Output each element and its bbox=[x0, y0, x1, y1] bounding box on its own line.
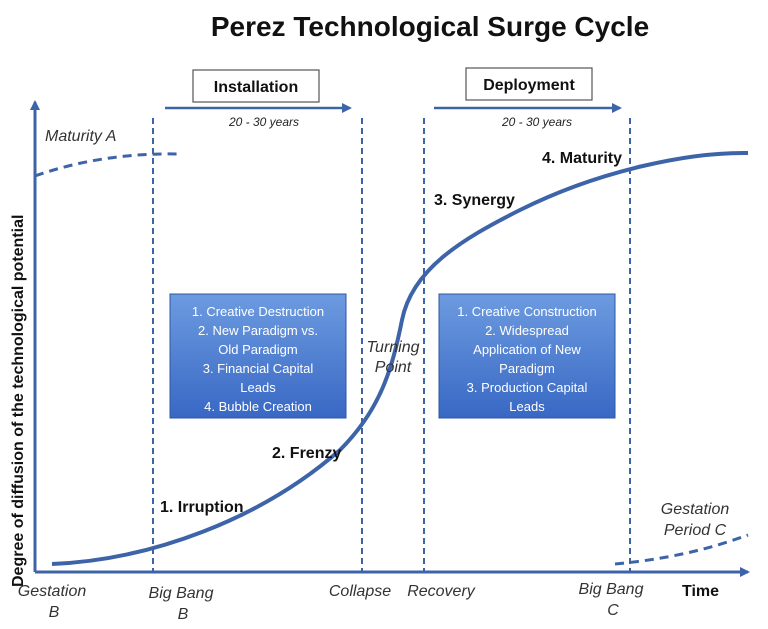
deployment-years: 20 - 30 years bbox=[501, 115, 572, 129]
box-text-line: Old Paradigm bbox=[218, 342, 297, 357]
collapse-label: Collapse bbox=[329, 583, 391, 600]
box-text-line: 3. Production Capital bbox=[467, 380, 588, 395]
box-text-line: 2. Widespread bbox=[485, 323, 569, 338]
box-text-line: Leads bbox=[509, 399, 545, 414]
box-text-line: Leads bbox=[240, 380, 276, 395]
installation-characteristics-box bbox=[169, 293, 347, 419]
y-axis-label: Degree of diffusion of the technological… bbox=[10, 215, 27, 587]
installation-years: 20 - 30 years bbox=[228, 115, 299, 129]
recovery-label: Recovery bbox=[407, 583, 476, 600]
gestation-b-label-line1: Gestation bbox=[18, 583, 87, 600]
box-text-line: Paradigm bbox=[499, 361, 555, 376]
installation-label-box bbox=[192, 69, 320, 103]
turning-point-label-line2: Point bbox=[375, 359, 412, 376]
frenzy-label: 2. Frenzy bbox=[272, 445, 341, 462]
deployment-characteristics-box bbox=[438, 293, 616, 419]
synergy-label: 3. Synergy bbox=[434, 192, 515, 209]
surge-s-curve bbox=[51, 150, 749, 566]
x-axis-label: Time bbox=[682, 583, 719, 600]
box-text-line: 2. New Paradigm vs. bbox=[198, 323, 318, 338]
gestation-c-label-line1: Gestation bbox=[661, 501, 730, 518]
big-bang-c-label-line2: C bbox=[607, 602, 619, 619]
big-bang-b-label-line2: B bbox=[178, 606, 189, 623]
maturity-label: 4. Maturity bbox=[542, 150, 622, 167]
gestation-b-label-line2: B bbox=[49, 604, 60, 621]
installation-characteristics-text: 1. Creative Destruction 2. New Paradigm v… bbox=[192, 304, 324, 414]
deployment-label: Deployment bbox=[483, 77, 575, 94]
turning-point-label-line1: Turning bbox=[366, 339, 419, 356]
box-text-line: Application of New bbox=[473, 342, 581, 357]
maturity-a-curve bbox=[34, 152, 179, 178]
gestation-c-label-line2: Period C bbox=[664, 522, 727, 539]
irruption-label: 1. Irruption bbox=[160, 499, 244, 516]
big-bang-c-label-line1: Big Bang bbox=[579, 581, 644, 598]
deployment-label-box bbox=[465, 67, 593, 101]
box-text-line: 1. Creative Construction bbox=[457, 304, 596, 319]
deployment-characteristics-text: 1. Creative Construction 2. Widespread App… bbox=[457, 304, 596, 414]
big-bang-b-label-line1: Big Bang bbox=[149, 585, 214, 602]
diagram-title: Perez Technological Surge Cycle bbox=[211, 11, 649, 42]
maturity-a-label: Maturity A bbox=[45, 128, 116, 145]
box-text-line: 4. Bubble Creation bbox=[204, 399, 312, 414]
box-text-line: 3. Financial Capital bbox=[203, 361, 314, 376]
installation-label: Installation bbox=[214, 79, 298, 96]
gestation-c-curve bbox=[614, 533, 749, 566]
box-text-line: 1. Creative Destruction bbox=[192, 304, 324, 319]
